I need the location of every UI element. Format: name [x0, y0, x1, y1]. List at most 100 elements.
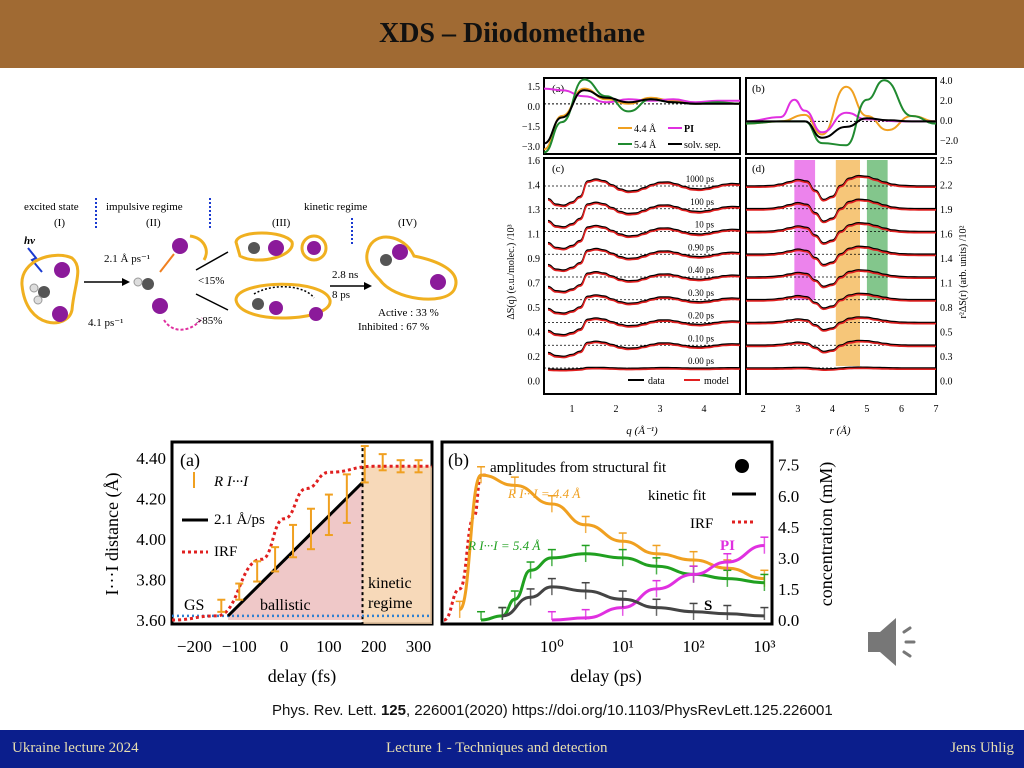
label-regime: regime	[368, 595, 412, 612]
tick-d-x: 7	[934, 404, 939, 415]
legend-irf-b: IRF	[690, 516, 713, 532]
axis-title-d-x: r (Å)	[829, 425, 850, 437]
tick-c-y: 0.0	[528, 377, 541, 388]
data-trace	[547, 317, 741, 336]
model-trace	[746, 293, 936, 311]
footer-left: Ukraine lecture 2024	[12, 740, 139, 756]
model-trace	[547, 225, 741, 251]
model-trace	[745, 270, 936, 289]
carbon-atom	[252, 298, 264, 310]
axis-title-c-y: ΔS(q) (e.u./molec.) /10³	[506, 224, 517, 319]
stage-2: (II)	[146, 217, 161, 229]
orange-arrow	[159, 253, 175, 273]
iodine-atom	[54, 262, 70, 278]
label-kinetic: kinetic	[368, 575, 412, 592]
tick-b: 2.0	[940, 96, 953, 107]
tick-bottom-a-x: 100	[316, 637, 342, 656]
fragment-bottom-outline	[234, 282, 332, 320]
data-trace	[547, 366, 741, 371]
tick-d-y: 0.5	[940, 328, 953, 339]
data-trace	[547, 247, 741, 271]
tick-bottom-b-x: 10³	[753, 637, 775, 656]
carbon-atom	[38, 286, 50, 298]
axis-title-bottom-b-y: concentration (mM)	[816, 462, 837, 606]
header-kinetic: kinetic regime	[304, 201, 367, 213]
tick-b: −2.0	[940, 136, 958, 147]
legend-44: 4.4 Å	[634, 123, 657, 135]
delay-label: 100 ps	[690, 197, 714, 207]
citation-volume: 125	[380, 702, 406, 719]
branch-high: >85%	[196, 315, 222, 327]
legend-54: 5.4 Å	[634, 139, 657, 151]
citation: Phys. Rev. Lett. 125, 226001(2020) https…	[272, 702, 833, 719]
speaker-icon[interactable]	[862, 614, 932, 670]
tick-d-y: 0.8	[940, 303, 953, 314]
label-gs: GS	[184, 597, 204, 614]
top-right-figure: (a) 4.4 Å PI 5.4 Å solv. sep. 1.5 0.0 −1…	[506, 76, 969, 437]
model-trace	[745, 223, 936, 246]
carbon-atom	[380, 254, 392, 266]
tick-bottom-a-y: 4.00	[136, 530, 166, 549]
tick-c-x: 3	[658, 404, 663, 415]
hydrogen-atom	[133, 277, 143, 287]
tick-c-y: 1.3	[528, 205, 541, 216]
tick-d-y: 1.6	[940, 230, 953, 241]
inhibited-label: Inhibited : 67 %	[358, 321, 429, 333]
branch-arrow-up	[195, 251, 229, 271]
iodine-atom	[172, 238, 188, 254]
tick-c-y: 0.9	[528, 254, 541, 265]
tick-bottom-b-y: 1.5	[778, 580, 799, 599]
tick-d-y: 2.5	[940, 156, 953, 167]
series-line	[745, 85, 937, 136]
tick-d-y: 1.1	[940, 279, 953, 290]
active-label: Active : 33 %	[378, 307, 439, 319]
label-pi: PI	[720, 538, 735, 554]
ballistic-fit-line	[226, 481, 364, 617]
rate-fast: 2.1 Å ps⁻¹	[104, 253, 150, 265]
data-trace	[746, 174, 936, 201]
data-trace	[547, 201, 741, 228]
legend-solv: solv. sep.	[684, 140, 721, 151]
model-trace	[547, 318, 741, 337]
hv-label: hv	[24, 235, 35, 247]
time-ns: 2.8 ns	[332, 269, 358, 281]
tick-c-y: 0.4	[528, 328, 541, 339]
reaction-scheme: excited state impulsive regime kinetic r…	[20, 198, 458, 333]
delay-label: 0.90 ps	[688, 242, 715, 252]
label-r54: R I···I = 5.4 Å	[467, 538, 540, 553]
model-trace	[547, 367, 741, 372]
label-r44: R I···I = 4.4 Å	[507, 486, 580, 501]
axis-title-bottom-b-x: delay (ps)	[570, 666, 641, 687]
legend-swatch	[735, 459, 749, 473]
molecule-1-outline	[20, 253, 80, 325]
data-trace	[746, 366, 936, 370]
tick-bottom-b-x: 10⁰	[540, 637, 564, 656]
tick-bottom-a-y: 4.20	[136, 490, 166, 509]
iodine-atom	[430, 274, 446, 290]
stage-1: (I)	[54, 217, 65, 229]
model-trace	[547, 202, 741, 229]
hydrogen-atom	[33, 295, 43, 305]
model-trace	[746, 317, 936, 332]
series-line	[746, 117, 936, 139]
magenta-arrow	[163, 317, 203, 331]
tick-c-x: 2	[614, 404, 619, 415]
tick-c-y: 0.2	[528, 352, 541, 363]
legend-rate: 2.1 Å/ps	[214, 512, 265, 528]
model-trace	[746, 176, 936, 202]
tick-bottom-b-y: 6.0	[778, 487, 799, 506]
tick-b: 0.0	[940, 116, 953, 127]
tick-bottom-b-x: 10²	[682, 637, 704, 656]
data-trace	[547, 294, 741, 315]
tick-bottom-b-y: 4.5	[778, 518, 799, 537]
tick-bottom-a-x: −100	[222, 637, 257, 656]
tick-c-y: 1.6	[528, 156, 541, 167]
model-trace	[547, 341, 741, 359]
data-trace	[745, 198, 936, 223]
tick-d-x: 4	[830, 404, 835, 415]
branch-low: <15%	[198, 275, 224, 287]
data-trace	[547, 340, 741, 358]
data-trace	[547, 224, 741, 250]
tick-bottom-a-x: 0	[280, 637, 289, 656]
tick-c-y: 1.4	[528, 181, 541, 192]
